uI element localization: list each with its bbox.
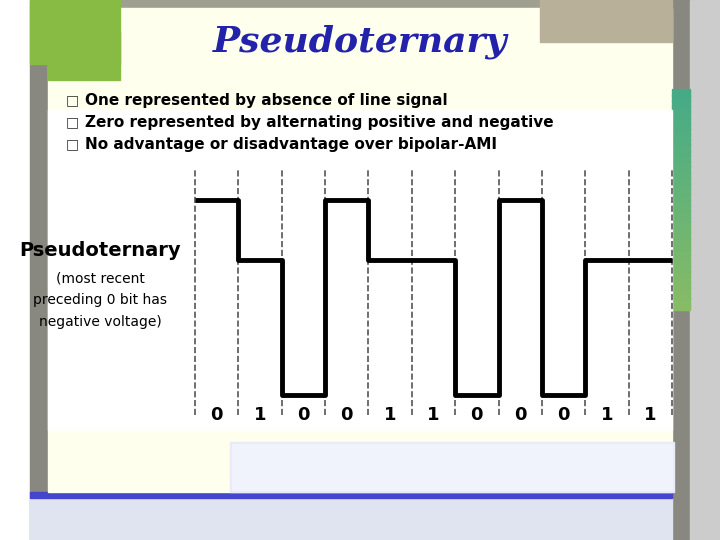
Bar <box>30 0 48 540</box>
Bar <box>672 281 690 288</box>
Bar <box>672 160 690 167</box>
Bar <box>672 0 690 540</box>
Text: One represented by absence of line signal: One represented by absence of line signa… <box>85 92 448 107</box>
Bar <box>672 188 690 194</box>
Text: 0: 0 <box>341 406 353 424</box>
Bar <box>672 105 690 112</box>
Bar <box>672 133 690 139</box>
Bar <box>48 8 672 492</box>
Bar <box>672 248 690 255</box>
Bar <box>672 293 690 299</box>
Bar <box>672 243 690 249</box>
Bar <box>30 492 672 498</box>
Text: □: □ <box>66 137 78 151</box>
Bar <box>672 89 690 96</box>
Text: preceding 0 bit has: preceding 0 bit has <box>33 293 167 307</box>
Bar <box>690 0 720 540</box>
Text: negative voltage): negative voltage) <box>39 315 161 329</box>
Bar <box>672 215 690 222</box>
Text: 1: 1 <box>600 406 613 424</box>
Bar <box>672 265 690 272</box>
Bar <box>672 155 690 161</box>
Bar <box>672 100 690 106</box>
Bar <box>672 183 690 189</box>
Bar <box>232 444 672 490</box>
Text: 0: 0 <box>471 406 483 424</box>
Text: Pseudoternary: Pseudoternary <box>19 240 181 260</box>
Bar <box>48 32 120 80</box>
Bar <box>672 254 690 260</box>
Bar <box>672 221 690 227</box>
Text: 0: 0 <box>557 406 570 424</box>
Bar <box>672 199 690 206</box>
Text: 0: 0 <box>210 406 223 424</box>
Bar <box>672 122 690 129</box>
Bar <box>672 276 690 282</box>
Bar <box>672 94 690 101</box>
Text: No advantage or disadvantage over bipolar-AMI: No advantage or disadvantage over bipola… <box>85 137 497 152</box>
Bar <box>672 117 690 123</box>
Text: 1: 1 <box>253 406 266 424</box>
Bar <box>672 150 690 156</box>
Bar <box>230 442 674 492</box>
Text: 0: 0 <box>297 406 310 424</box>
Text: (most recent: (most recent <box>55 271 145 285</box>
Bar <box>672 172 690 178</box>
Bar <box>30 498 672 540</box>
Bar <box>672 138 690 145</box>
Text: 1: 1 <box>644 406 657 424</box>
Bar <box>672 193 690 200</box>
Bar <box>672 111 690 118</box>
Bar <box>30 0 120 64</box>
Bar <box>672 144 690 151</box>
Text: Pseudoternary: Pseudoternary <box>212 25 508 59</box>
Bar <box>672 232 690 239</box>
Bar <box>672 287 690 294</box>
Text: 0: 0 <box>514 406 526 424</box>
Bar <box>672 298 690 305</box>
Text: 1: 1 <box>384 406 397 424</box>
Bar <box>672 205 690 211</box>
Bar <box>672 226 690 233</box>
Bar <box>540 0 672 42</box>
Bar <box>0 0 30 540</box>
Bar <box>672 238 690 244</box>
Text: □: □ <box>66 115 78 129</box>
Text: □: □ <box>66 93 78 107</box>
Bar <box>672 177 690 184</box>
Bar <box>672 210 690 217</box>
Bar <box>48 110 672 430</box>
Bar <box>672 303 690 310</box>
Bar <box>672 271 690 277</box>
Bar <box>672 166 690 172</box>
Text: Zero represented by alternating positive and negative: Zero represented by alternating positive… <box>85 114 554 130</box>
Text: 1: 1 <box>427 406 440 424</box>
Bar <box>672 260 690 266</box>
Bar <box>672 127 690 134</box>
